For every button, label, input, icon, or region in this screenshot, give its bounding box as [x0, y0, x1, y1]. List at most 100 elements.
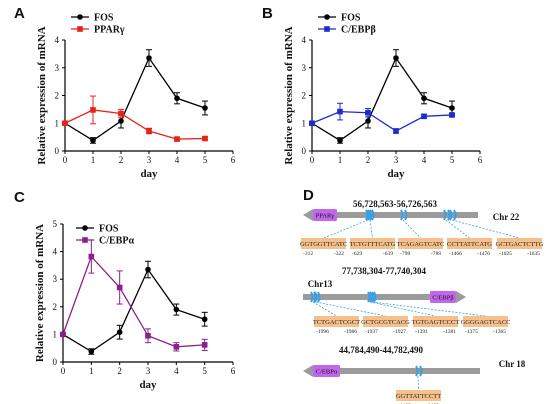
binding-site-mark	[369, 209, 373, 221]
track-region: 44,784,490-44,782,490	[339, 345, 423, 355]
data-point	[174, 136, 180, 142]
data-point	[88, 253, 95, 260]
series-0: FOS	[309, 13, 455, 144]
site-end-position: -1381	[443, 329, 456, 335]
y-tick-label: 3	[53, 274, 58, 284]
sequence-box	[398, 238, 443, 249]
track-pparg: 56,728,563-56,726,563 Chr 22 PPARγ GGTGG…	[300, 199, 544, 257]
series-line	[311, 110, 453, 132]
data-point	[337, 137, 343, 144]
data-point	[449, 112, 455, 118]
series-line	[311, 56, 453, 142]
series-0: FOS	[62, 13, 208, 144]
sequence-label: GGGGAGTCACC	[461, 319, 511, 326]
sequence-label: GGTGGTTCATC	[300, 241, 347, 248]
binding-site-mark	[449, 209, 453, 221]
series-1: PPARγ	[62, 25, 208, 142]
data-point	[201, 342, 208, 348]
data-point	[201, 316, 208, 323]
binding-site: TCAGAGTCATC -798 -788	[397, 209, 445, 257]
site-start-position: -1996	[316, 329, 329, 335]
chromosome-bar	[303, 291, 466, 303]
site-end-position: -1476	[477, 251, 490, 257]
y-tick-label: 0	[302, 146, 307, 156]
binding-site-mark	[367, 291, 371, 303]
site-end-position: -1986	[344, 329, 357, 335]
panel-d-gene-diagram: D 56,728,563-56,726,563 Chr 22 PPARγ GGT…	[300, 187, 544, 404]
sequence-box	[314, 316, 359, 327]
site-start-position: -1466	[449, 251, 462, 257]
sequence-label: TCAGAGTCATC	[397, 241, 445, 248]
y-tick-label: 5	[53, 219, 58, 229]
sequence-label: TCTGACTCGCT	[313, 319, 360, 326]
data-point	[393, 55, 399, 61]
x-tick-label: 2	[117, 366, 122, 376]
binding-site-mark	[447, 209, 451, 221]
track-chromosome: Chr13	[308, 279, 333, 289]
site-end-position: -1365	[493, 329, 506, 335]
panel-letter-d: D	[303, 187, 314, 204]
site-start-position: -1375	[465, 329, 478, 335]
series-line	[62, 255, 205, 348]
x-tick-label: 3	[394, 155, 399, 165]
site-end-position: -639	[383, 251, 393, 257]
y-tick-label: 1	[55, 118, 60, 128]
panel-letter-c: C	[14, 189, 25, 206]
binding-site-mark	[371, 291, 375, 303]
x-axis-title: day	[140, 168, 158, 180]
data-point	[60, 331, 66, 338]
binding-site-mark	[365, 209, 369, 221]
binding-site-mark	[371, 209, 375, 221]
data-point	[146, 128, 152, 134]
data-point	[62, 120, 68, 127]
legend-swatch-marker	[324, 26, 330, 32]
series-line	[64, 56, 206, 142]
data-point	[90, 137, 96, 144]
site-end-position: -1635	[527, 251, 540, 257]
series-1: C/EBPα	[60, 236, 208, 352]
binding-site-connector	[323, 219, 369, 239]
legend-label: C/EBPα	[99, 236, 134, 247]
series-line	[62, 268, 205, 353]
data-point	[393, 128, 399, 134]
data-point	[202, 135, 208, 142]
y-tick-label: 0	[53, 357, 58, 367]
x-tick-label: 1	[91, 155, 96, 165]
x-tick-label: 6	[231, 155, 236, 165]
x-tick-label: 1	[89, 366, 94, 376]
chart-panel-c: C 0 1 2 3 4 5 6 0 1 2 3 4 5 day Relative expression of …	[14, 189, 236, 391]
sequence-box	[363, 316, 408, 327]
x-tick-label: 4	[174, 366, 179, 376]
y-tick-label: 2	[55, 91, 60, 101]
x-tick-label: 5	[203, 155, 208, 165]
site-start-position: -1937	[365, 329, 378, 335]
gene-label: C/EBPα	[316, 369, 338, 376]
legend-label: C/EBPβ	[341, 25, 376, 36]
legend-swatch-marker	[77, 26, 83, 32]
binding-site-mark	[419, 365, 423, 377]
x-axis-title: day	[387, 168, 405, 180]
sequence-box	[350, 238, 395, 249]
data-point	[173, 344, 180, 350]
sequence-box	[497, 238, 542, 249]
data-point	[449, 105, 455, 111]
site-start-position: -798	[400, 251, 410, 257]
x-tick-label: 6	[478, 155, 483, 165]
sequence-box	[447, 238, 492, 249]
legend-label: FOS	[94, 13, 114, 24]
data-point	[146, 55, 152, 61]
series-0: FOS	[60, 224, 208, 355]
legend-label: PPARγ	[94, 25, 125, 36]
legend-swatch-marker	[82, 237, 88, 243]
y-tick-label: 0	[55, 146, 60, 156]
gene-box	[313, 365, 340, 377]
legend-swatch-marker	[77, 14, 83, 20]
data-point	[174, 95, 180, 102]
binding-site-mark	[313, 291, 317, 303]
site-end-position: -788	[431, 251, 441, 257]
sequence-label: TGTGAGTCCCT	[412, 319, 460, 326]
x-tick-label: 3	[147, 155, 152, 165]
y-tick-label: 2	[53, 302, 58, 312]
binding-site-mark	[317, 291, 321, 303]
